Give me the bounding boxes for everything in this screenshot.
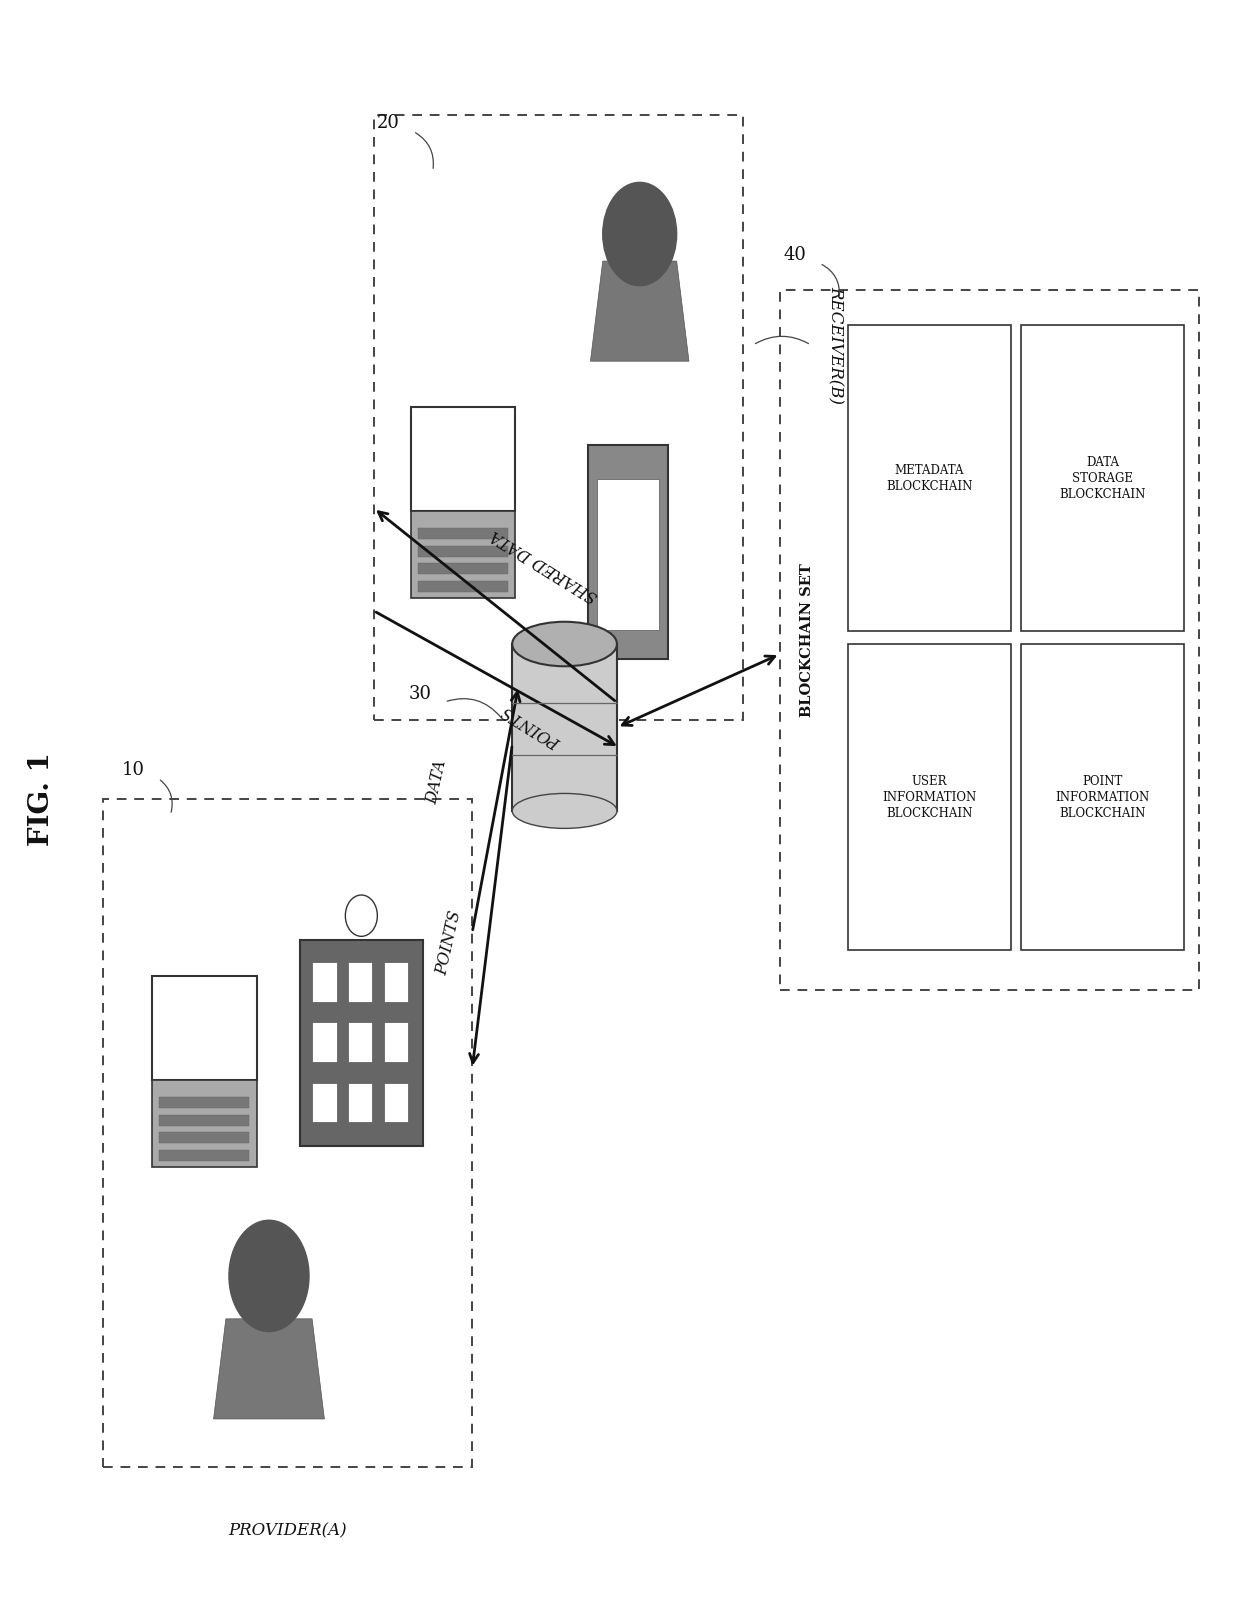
Polygon shape [848, 326, 1011, 631]
Polygon shape [590, 260, 689, 361]
Polygon shape [596, 479, 660, 631]
Polygon shape [410, 511, 516, 598]
Text: POINTS: POINTS [500, 702, 564, 751]
Text: 40: 40 [784, 246, 806, 264]
Polygon shape [153, 976, 257, 1080]
Polygon shape [383, 962, 408, 1002]
Polygon shape [153, 1080, 257, 1167]
Text: 20: 20 [377, 115, 399, 133]
Polygon shape [383, 1023, 408, 1063]
Polygon shape [1021, 326, 1184, 631]
Text: BLOCKCHAIN SET: BLOCKCHAIN SET [800, 562, 815, 718]
Polygon shape [588, 444, 668, 658]
Polygon shape [383, 1082, 408, 1122]
Text: DATA
STORAGE
BLOCKCHAIN: DATA STORAGE BLOCKCHAIN [1059, 455, 1146, 500]
Text: 30: 30 [408, 686, 432, 703]
Ellipse shape [512, 794, 618, 828]
Text: PROVIDER(A): PROVIDER(A) [228, 1523, 347, 1539]
Text: POINTS: POINTS [434, 909, 465, 976]
Text: METADATA
BLOCKCHAIN: METADATA BLOCKCHAIN [887, 463, 972, 492]
Circle shape [345, 895, 377, 936]
Polygon shape [418, 527, 508, 539]
Ellipse shape [603, 182, 677, 286]
Polygon shape [418, 580, 508, 591]
Polygon shape [347, 1023, 372, 1063]
Ellipse shape [229, 1221, 309, 1331]
Text: USER
INFORMATION
BLOCKCHAIN: USER INFORMATION BLOCKCHAIN [883, 775, 977, 820]
Polygon shape [410, 407, 516, 511]
Polygon shape [1021, 644, 1184, 951]
Text: DATA: DATA [424, 759, 450, 807]
Polygon shape [312, 962, 337, 1002]
Polygon shape [347, 962, 372, 1002]
Polygon shape [418, 562, 508, 574]
Polygon shape [160, 1149, 249, 1160]
Polygon shape [300, 940, 423, 1146]
Polygon shape [512, 644, 618, 810]
Polygon shape [160, 1133, 249, 1143]
Text: SHARED DATA: SHARED DATA [487, 526, 601, 606]
Polygon shape [160, 1098, 249, 1109]
Ellipse shape [512, 622, 618, 666]
Polygon shape [848, 644, 1011, 951]
Polygon shape [312, 1023, 337, 1063]
Polygon shape [160, 1115, 249, 1127]
Polygon shape [213, 1318, 325, 1419]
Text: POINT
INFORMATION
BLOCKCHAIN: POINT INFORMATION BLOCKCHAIN [1055, 775, 1149, 820]
Text: 10: 10 [122, 761, 145, 780]
Text: FIG. 1: FIG. 1 [27, 753, 55, 845]
Polygon shape [312, 1082, 337, 1122]
Polygon shape [418, 545, 508, 556]
Polygon shape [347, 1082, 372, 1122]
Text: RECEIVER(B): RECEIVER(B) [827, 286, 844, 404]
